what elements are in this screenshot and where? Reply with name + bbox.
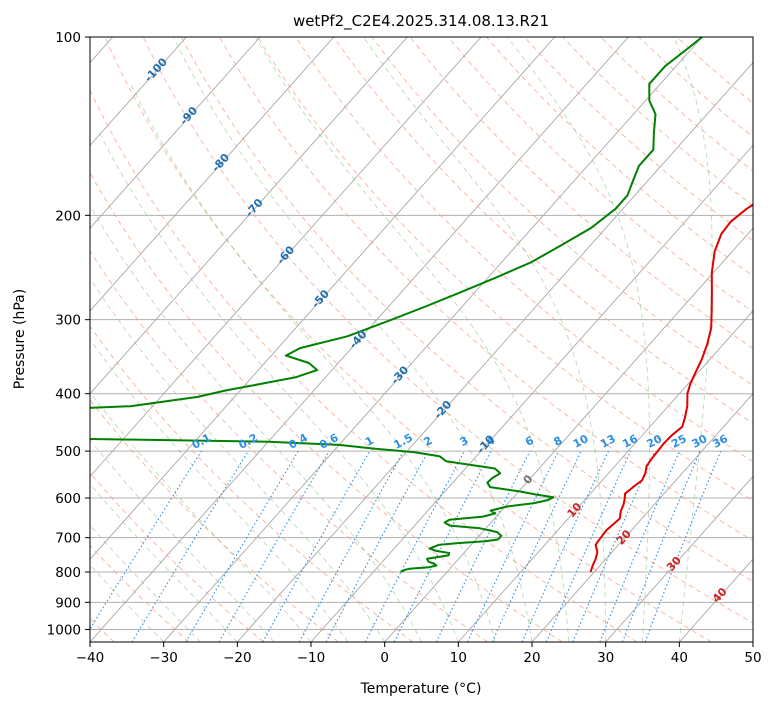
mixing-ratio-label: 20	[645, 432, 665, 451]
y-tick-label: 900	[55, 595, 81, 611]
isotherm	[90, 37, 187, 147]
x-tick-label: 10	[450, 650, 467, 666]
moist-adiabat	[90, 524, 201, 642]
dry-adiabat	[142, 37, 753, 624]
dry-adiabat	[90, 171, 563, 642]
isotherm	[752, 641, 753, 642]
dry-adiabat	[90, 472, 264, 642]
x-tick-label: 50	[744, 650, 761, 666]
mixing-ratio-line	[298, 450, 404, 642]
x-axis-label: Temperature (°C)	[360, 681, 482, 697]
isotherm	[90, 37, 556, 560]
mixing-ratio-label: 30	[690, 432, 710, 451]
mixing-ratio-line	[325, 450, 429, 642]
plot-background	[90, 37, 753, 642]
y-tick-label: 700	[55, 531, 81, 547]
mixing-ratio-line	[435, 450, 531, 642]
temperature-line	[589, 203, 753, 573]
profile-series	[90, 37, 753, 573]
y-tick-label: 200	[55, 208, 81, 224]
isotherm	[90, 37, 335, 312]
mixing-ratio-line	[393, 450, 492, 642]
dewpoint-line	[90, 37, 703, 573]
moist-adiabat	[90, 439, 275, 642]
y-tick-label: 400	[55, 387, 81, 403]
isotherm	[310, 144, 753, 642]
y-tick-label: 100	[55, 30, 81, 46]
y-tick-label: 1000	[47, 622, 81, 638]
isotherm	[531, 393, 753, 642]
moist-adiabat	[506, 37, 651, 642]
isotherm	[457, 310, 753, 642]
isotherm	[605, 475, 753, 642]
y-tick-label: 500	[55, 444, 81, 460]
mixing-ratio-line	[521, 450, 609, 642]
moist-adiabat	[98, 132, 459, 642]
chart-title: wetPf2_C2E4.2025.314.08.13.R21	[293, 12, 549, 31]
moist-adiabat	[363, 37, 607, 642]
x-tick-label: 20	[523, 650, 540, 666]
mixing-ratio-line	[572, 450, 656, 642]
mixing-ratio-line	[262, 450, 371, 642]
mixing-ratio-line	[644, 450, 722, 642]
x-tick-label: 40	[671, 650, 688, 666]
x-tick-label: −40	[76, 650, 105, 666]
x-tick-label: −30	[149, 650, 178, 666]
mixing-ratio-line	[545, 450, 632, 642]
dry-adiabat	[447, 37, 753, 313]
axes: −40 −30 −20 −10 0 10 20 30 40 50 1000 900 800 700 600 5…	[47, 30, 762, 666]
x-tick-label: 0	[380, 650, 389, 666]
mixing-ratio-line	[621, 450, 701, 642]
x-tick-label: −20	[223, 650, 252, 666]
dry-adiabat	[90, 399, 339, 642]
dry-adiabat	[90, 250, 488, 642]
isotherm	[90, 37, 482, 478]
y-tick-label: 300	[55, 313, 81, 329]
moist-adiabat	[90, 391, 312, 642]
moist-adiabat	[90, 277, 386, 642]
x-tick-label: −10	[297, 650, 326, 666]
mixing-ratio-label: 36	[710, 432, 730, 451]
mixing-ratio-line	[599, 450, 681, 642]
moist-adiabat	[90, 338, 349, 642]
dry-adiabat	[333, 37, 753, 424]
y-tick-label: 800	[55, 565, 81, 581]
isotherm	[236, 61, 753, 642]
moist-adiabat	[130, 83, 496, 642]
dry-adiabat	[104, 37, 712, 642]
dry-adiabat	[219, 37, 753, 542]
isotherm	[163, 37, 703, 642]
isotherm	[90, 37, 408, 395]
mixing-ratio-label: 25	[669, 432, 689, 451]
x-tick-label: 30	[597, 650, 614, 666]
dry-adiabat	[257, 37, 753, 502]
plot-frame	[89, 36, 754, 643]
dry-adiabat	[90, 89, 638, 642]
moist-adiabat	[90, 483, 238, 642]
isotherm	[90, 37, 261, 229]
dry-adiabat	[180, 37, 753, 582]
mixing-ratio-line	[90, 450, 202, 630]
grid-lines	[90, 37, 753, 642]
moist-adiabat	[172, 37, 533, 642]
dry-adiabat	[371, 37, 753, 387]
moist-adiabat	[255, 37, 570, 642]
moist-adiabat	[90, 204, 422, 642]
mixing-ratio-label: 16	[620, 432, 640, 451]
mixing-ratio-line	[131, 450, 249, 642]
y-axis-label: Pressure (hPa)	[12, 289, 28, 389]
y-tick-label: 600	[55, 491, 81, 507]
mixing-ratio-label: 10	[571, 432, 591, 451]
mixing-ratio-label: 13	[598, 432, 618, 451]
